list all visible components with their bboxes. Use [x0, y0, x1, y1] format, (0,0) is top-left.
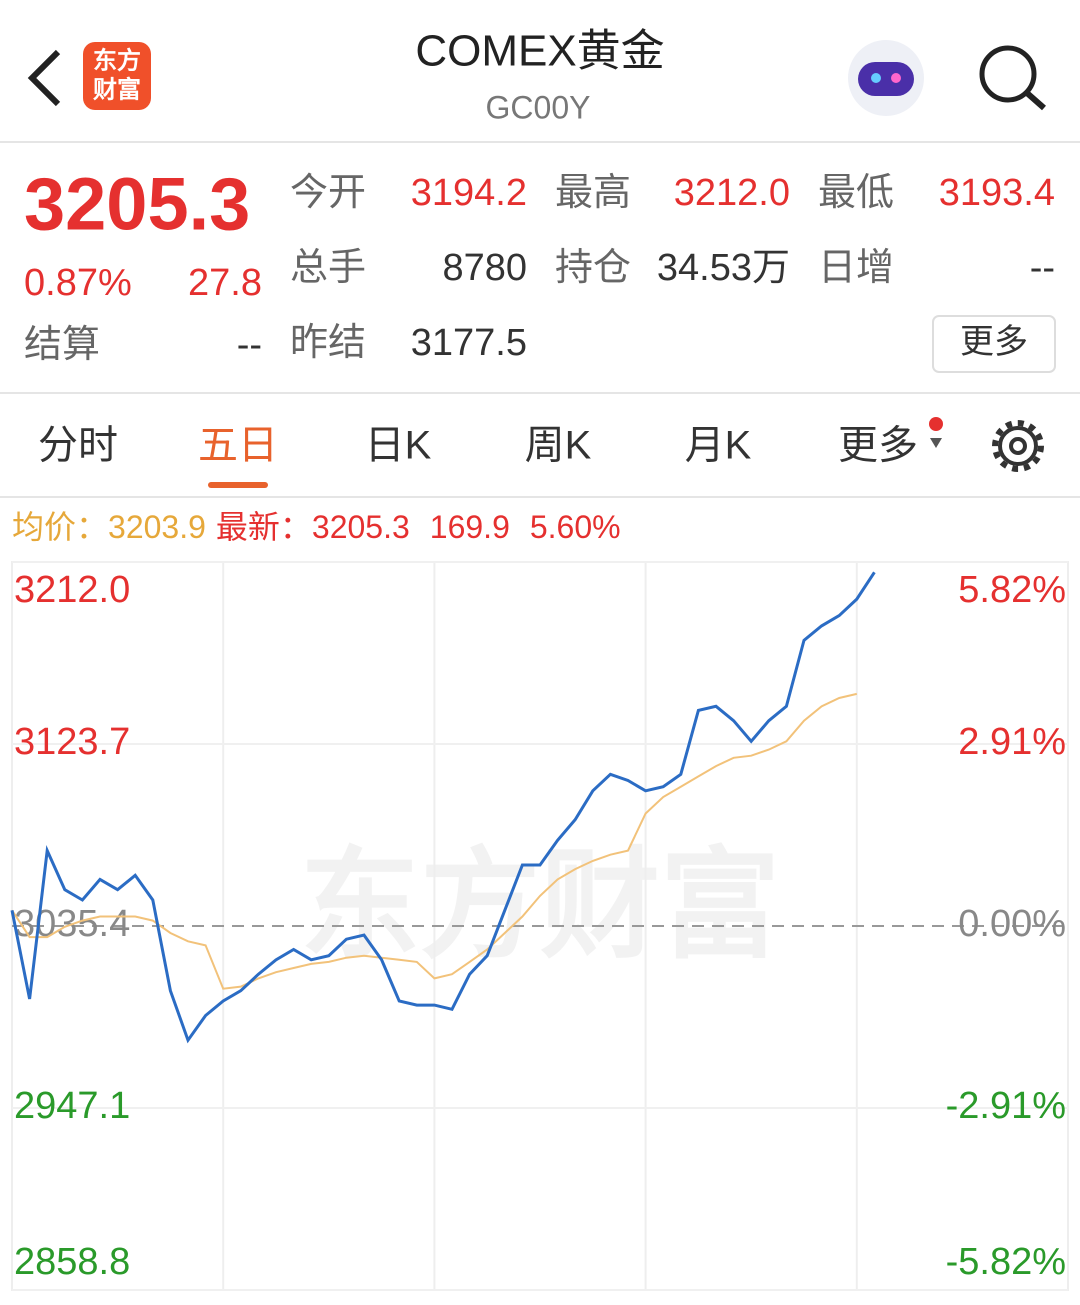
notice-dot	[929, 417, 943, 431]
period-tabs: 分时 五日 日K 周K 月K 更多	[38, 424, 918, 488]
y2-tick-label: 2.91%	[958, 721, 1066, 763]
y-tick-label: 2858.8	[14, 1241, 130, 1283]
field-label: 昨结	[290, 322, 366, 364]
y-tick-label: 3123.7	[14, 721, 130, 763]
watermark: 东方财富	[300, 839, 780, 973]
logo-text: 财富	[93, 75, 141, 103]
change-pct: 0.87%	[24, 262, 132, 304]
change-value: 169.9	[430, 509, 510, 545]
quote-fields: 今开 3194.2 最高 3212.0 最低 3193.4 总手 8780 持仓 34.53万 日增…	[290, 172, 1055, 364]
field-label: 持仓	[555, 247, 631, 289]
field-value: 3177.5	[411, 322, 527, 364]
tab[interactable]: 日K	[365, 424, 432, 468]
tab-indicator	[208, 482, 268, 488]
avg-value: 3203.9	[108, 509, 206, 545]
app-logo[interactable]	[83, 42, 151, 110]
page-title: COMEX黄金	[415, 27, 664, 76]
field-value: 34.53万	[657, 247, 790, 289]
settle-label: 结算	[24, 324, 100, 366]
tab[interactable]: 五日	[198, 424, 278, 468]
y2-tick-label: 5.82%	[958, 569, 1066, 611]
more-button-label[interactable]: 更多	[960, 323, 1028, 361]
page-subtitle: GC00Y	[486, 89, 591, 125]
field-value: 3193.4	[939, 172, 1055, 214]
field-value: 3194.2	[411, 172, 527, 214]
settings-button[interactable]	[992, 420, 1044, 472]
dropdown-caret	[930, 438, 942, 448]
change-pct-value: 5.60%	[530, 509, 621, 545]
avg-label: 均价：	[12, 509, 108, 545]
price-line	[10, 571, 876, 1044]
assistant-avatar[interactable]	[848, 40, 924, 116]
field-label: 日增	[818, 247, 894, 289]
tab[interactable]: 更多	[838, 424, 918, 468]
last-label: 最新：	[216, 509, 312, 545]
tab[interactable]: 周K	[525, 424, 592, 468]
chart: 5.82%2.91%0.00%-2.91%-5.82%3212.03123.73…	[10, 561, 1069, 1291]
field-label: 最高	[555, 172, 631, 214]
price-line	[11, 692, 858, 990]
last-price: 3205.3	[24, 163, 250, 246]
tab[interactable]: 分时	[38, 424, 118, 468]
back-button[interactable]	[27, 49, 61, 107]
field-value: 8780	[442, 247, 527, 289]
field-value: --	[1030, 247, 1055, 289]
y2-tick-label: 0.00%	[958, 903, 1066, 945]
settle-value: --	[237, 324, 262, 366]
y2-tick-label: -2.91%	[946, 1085, 1066, 1127]
last-value: 3205.3	[312, 509, 410, 545]
tab[interactable]: 月K	[685, 424, 752, 468]
field-label: 最低	[818, 172, 894, 214]
info-line: 均价：3203.9 最新：3205.3 169.9 5.60%	[12, 509, 621, 545]
field-value: 3212.0	[674, 172, 790, 214]
more-button[interactable]	[932, 315, 1056, 373]
logo-text: 东方	[93, 46, 141, 74]
change: 27.8	[188, 262, 262, 304]
field-label: 总手	[290, 247, 366, 289]
y-tick-label: 3212.0	[14, 569, 130, 611]
field-label: 今开	[290, 172, 366, 214]
search-button[interactable]	[979, 45, 1046, 111]
y2-tick-label: -5.82%	[946, 1241, 1066, 1283]
y-tick-label: 2947.1	[14, 1085, 130, 1127]
